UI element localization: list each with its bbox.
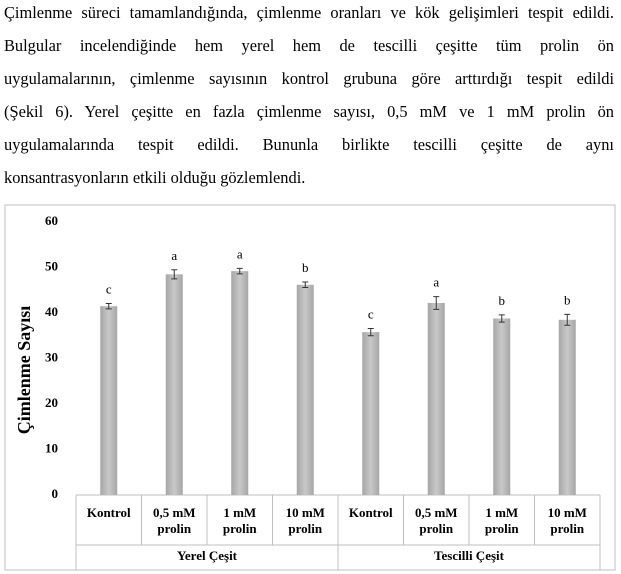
y-tick-label: 30 bbox=[45, 349, 58, 364]
significance-letter: b bbox=[302, 260, 309, 275]
error-bar bbox=[302, 281, 309, 289]
bar bbox=[558, 319, 576, 495]
group-label: Tescilli Çeşit bbox=[434, 548, 505, 563]
text-line: Çimlenme süreci tamamlandığında, çimlenm… bbox=[4, 3, 614, 22]
text-line: uygulamalarının, çimlenme sayısının kont… bbox=[4, 69, 614, 88]
significance-letter: b bbox=[499, 293, 506, 308]
paragraph: Çimlenme süreci tamamlandığında, çimlenm… bbox=[4, 0, 614, 194]
significance-letter: b bbox=[564, 292, 571, 307]
y-axis-label: Çimlenme Sayısı bbox=[14, 306, 34, 435]
bar bbox=[100, 306, 118, 495]
x-tick-label: Kontrol bbox=[87, 505, 131, 520]
bar bbox=[493, 318, 511, 495]
y-tick-label: 20 bbox=[45, 395, 58, 410]
error-bar bbox=[236, 267, 243, 275]
x-tick-label: 1 mM bbox=[223, 505, 256, 520]
y-tick-label: 0 bbox=[52, 486, 59, 501]
y-tick-label: 10 bbox=[45, 440, 58, 455]
text-line: konsantrasyonların etkili olduğu gözleml… bbox=[4, 168, 306, 187]
bar bbox=[427, 302, 445, 495]
group-label: Yerel Çeşit bbox=[177, 548, 238, 563]
x-tick-label: prolin bbox=[223, 521, 257, 536]
x-tick-label: 10 mM bbox=[548, 505, 587, 520]
x-tick-label: 1 mM bbox=[485, 505, 518, 520]
bar bbox=[296, 284, 314, 495]
y-tick-label: 40 bbox=[45, 304, 58, 319]
x-tick-label: 10 mM bbox=[286, 505, 325, 520]
x-tick-label: prolin bbox=[485, 521, 519, 536]
significance-letter: a bbox=[237, 246, 243, 261]
x-tick-label: prolin bbox=[550, 521, 584, 536]
error-bar bbox=[105, 302, 112, 310]
x-tick-label: prolin bbox=[419, 521, 453, 536]
bar bbox=[165, 274, 183, 495]
y-tick-label: 50 bbox=[45, 258, 58, 273]
error-bar bbox=[367, 327, 374, 337]
error-bar bbox=[171, 269, 178, 280]
bar bbox=[362, 332, 380, 495]
text-line: (Şekil 6). Yerel çeşitte en fazla çimlen… bbox=[4, 102, 614, 121]
x-tick-label: Kontrol bbox=[349, 505, 393, 520]
x-tick-label: 0,5 mM bbox=[415, 505, 458, 520]
bar bbox=[231, 271, 249, 495]
significance-letter: c bbox=[106, 281, 112, 296]
text-line: uygulamalarında tespit edildi. Bununla b… bbox=[4, 135, 614, 154]
significance-letter: c bbox=[368, 306, 374, 321]
y-tick-label: 60 bbox=[45, 213, 58, 228]
significance-letter: a bbox=[171, 248, 177, 263]
x-tick-label: prolin bbox=[157, 521, 191, 536]
chart-frame bbox=[4, 204, 616, 571]
significance-letter: a bbox=[433, 275, 439, 290]
text-line: Bulgular incelendiğinde hem yerel hem de… bbox=[4, 36, 614, 55]
x-tick-label: 0,5 mM bbox=[153, 505, 196, 520]
error-bar bbox=[498, 314, 505, 323]
error-bar bbox=[564, 313, 571, 326]
error-bar bbox=[433, 296, 440, 310]
x-tick-label: prolin bbox=[288, 521, 322, 536]
